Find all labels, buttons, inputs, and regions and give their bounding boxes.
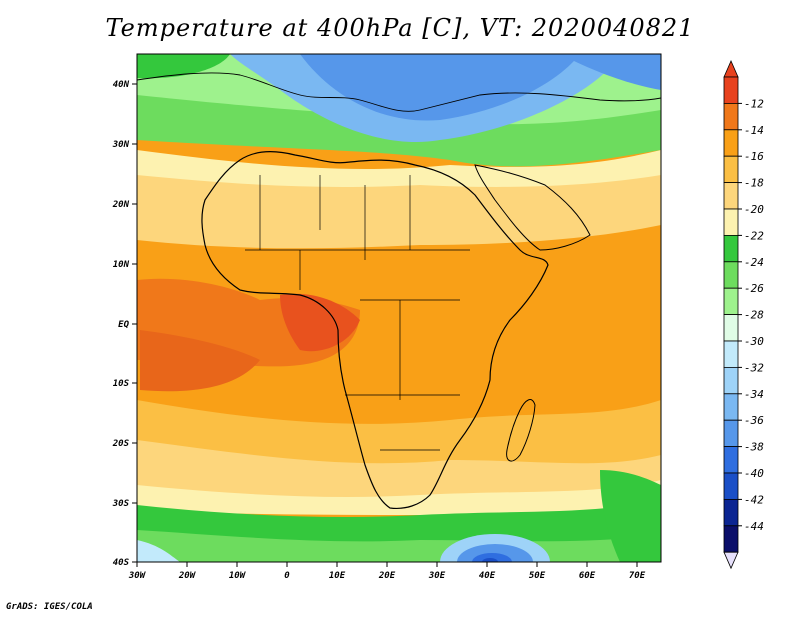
colorbar-bottom-arrow [723,551,739,570]
lon-label: 70E [629,571,646,581]
lon-label: 20E [378,571,396,581]
colorbar-swatch [723,103,739,131]
colorbar-level-label: -40 [744,467,764,480]
field-green-nw [137,54,230,79]
field-yellow-south [137,440,661,502]
field-cold-core-center [482,558,498,562]
colorbar-level-label: -42 [744,493,764,506]
colorbar-level-label: -26 [744,282,764,295]
colorbar-level-label: -30 [744,335,764,348]
lat-label: 30N [112,140,130,150]
colorbar-swatch [723,182,739,210]
lon-label: 40E [479,571,496,581]
colorbar-level-label: -32 [744,361,764,374]
colorbar-level-label: -36 [744,414,764,427]
lat-label: 30S [112,499,130,509]
lon-axis: 30W 20W 10W 0 10E 20E 30E 40E 50E 60E 70… [128,562,646,581]
colorbar-level-label: -38 [744,441,764,454]
colorbar-swatch [723,208,739,236]
colorbar-level-label: -44 [744,520,764,533]
field-paleyellow-south [137,480,661,521]
colorbar-swatch [723,261,739,289]
lon-label: 10W [229,571,247,581]
colorbar-swatch [723,472,739,500]
colorbar-level-label: -12 [744,97,764,110]
colorbar-level-label: -18 [744,177,764,190]
colorbar-swatch [723,419,739,448]
lon-label: 30E [428,571,446,581]
colorbar-level-label: -20 [744,203,764,216]
colorbar-level-label: -14 [744,124,764,137]
field-blue-ne [560,54,661,90]
lat-label: 40N [113,80,130,90]
colorbar-swatch [723,234,739,263]
map-title: Temperature at 400hPa [C], VT: 202004082… [105,14,695,42]
colorbar-level-label: -28 [744,309,764,322]
colorbar-swatch [723,155,739,183]
field-lightorange-sahara [137,175,661,249]
colorbar-swatch [723,446,739,474]
colorbar-swatch [723,393,739,421]
lat-label: 40S [113,558,130,568]
field-blue-southwest [137,540,180,562]
lon-label: 10E [329,571,346,581]
africa-coastline [201,151,549,510]
lon-label: 0 [284,571,290,581]
lon-label: 60E [579,571,596,581]
colorbar-level-label: -24 [744,256,764,269]
colorbar-swatch [723,525,739,553]
colorbar-level-label: -16 [744,150,764,163]
colorbar-swatch [723,76,739,104]
lat-label: 10S [113,379,130,389]
colorbar-level-label: -22 [744,229,764,242]
field-red-congo [280,293,360,352]
colorbar-swatch [723,314,739,342]
colorbar-swatch [723,340,739,368]
colorbar-top-arrow [723,60,739,78]
colorbar-swatch [723,129,739,157]
colorbar-level-label: -34 [744,388,764,401]
lat-label: 20S [112,439,130,449]
colorbar-swatch [723,287,739,316]
europe-coastline [137,72,661,112]
lat-label: 20N [112,200,130,210]
field-darkblue-north [300,54,580,121]
map-frame [136,53,662,563]
madagascar-outline [506,399,536,462]
country-borders [245,175,470,451]
field-red-west [140,330,260,392]
field-cold-core-inner [472,553,512,562]
lat-axis: 40N 30N 20N 10N EQ 10S 20S 30S 40S [112,80,137,568]
arabia-outline [474,164,591,251]
colorbar-swatch [723,498,739,527]
lon-label: 30W [128,571,147,581]
lat-label: EQ [118,320,129,330]
lat-label: 10N [113,260,130,270]
colorbar: -12 -14 -16 -18 -20 -22 -24 -26 -28 -30 -32 -34 -36 -… [723,60,764,570]
lon-label: 20W [178,571,197,581]
lon-label: 50E [529,571,546,581]
temperature-field [137,54,661,562]
colorbar-swatch [723,366,739,395]
grads-credit: GrADS: IGES/COLA [6,602,93,612]
field-green-southeast [600,470,661,562]
